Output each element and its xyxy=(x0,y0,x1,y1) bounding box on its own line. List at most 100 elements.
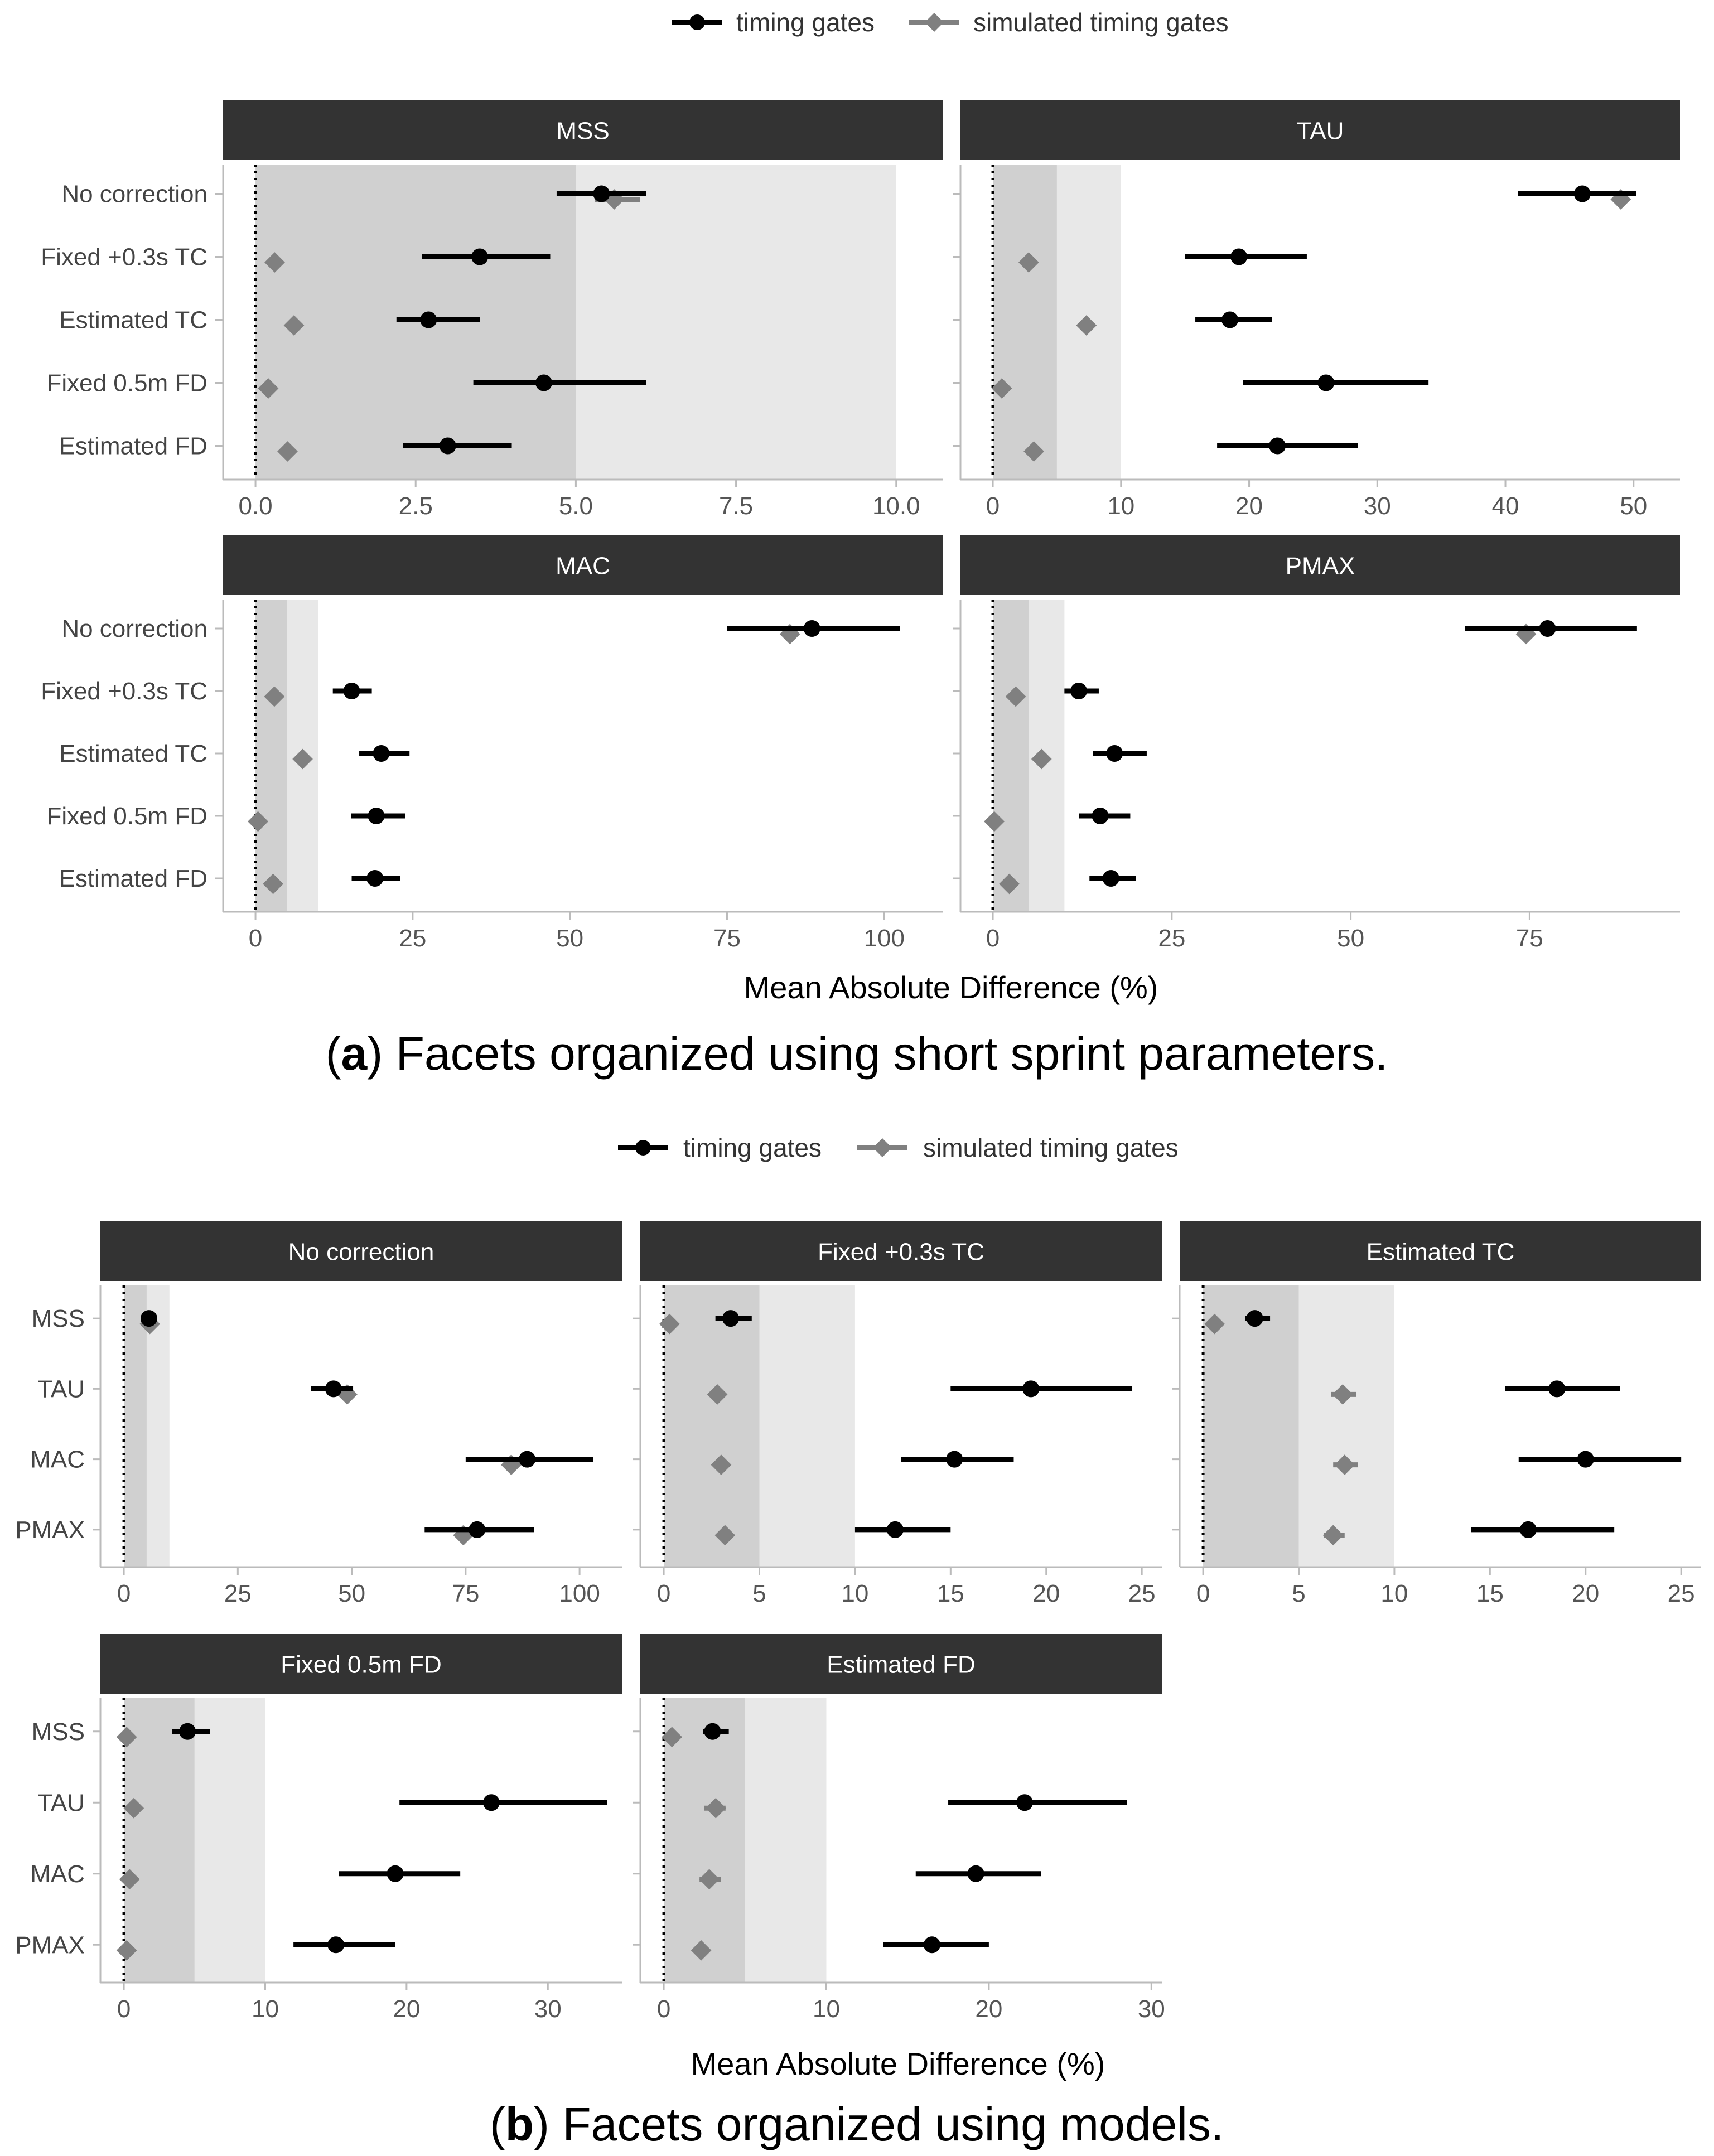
x-tick-label: 25 xyxy=(1668,1580,1695,1607)
caption-b-text: Facets organized using models. xyxy=(549,2098,1224,2150)
facet-tau: TAU 0 10 20 30 40 50 xyxy=(953,100,1680,520)
sim-point xyxy=(711,1454,732,1476)
x-tick-label: 10.0 xyxy=(872,492,920,520)
timing-point xyxy=(1092,808,1109,824)
facet-strip xyxy=(1180,1221,1701,1281)
timing-point xyxy=(1106,745,1123,762)
y-tick-label: MSS xyxy=(32,1305,85,1332)
facet-no-correction: No correction 0 25 50 75 100 MSS TAU MAC PMAX xyxy=(15,1221,622,1607)
timing-point xyxy=(1022,1380,1040,1398)
sim-point xyxy=(277,441,298,462)
x-tick-label: 15 xyxy=(1476,1580,1504,1607)
timing-point xyxy=(1519,1521,1537,1538)
x-tick-label: 0 xyxy=(249,925,262,952)
y-tick-label: MAC xyxy=(30,1860,85,1888)
band-dark xyxy=(664,1698,745,1983)
caption-b-open: ( xyxy=(490,2098,505,2150)
sim-point xyxy=(1031,748,1052,770)
band-light xyxy=(759,1285,855,1567)
timing-point xyxy=(1221,311,1239,328)
band-dark xyxy=(993,600,1029,912)
x-tick-label: 25 xyxy=(224,1580,252,1607)
sim-point xyxy=(263,873,283,895)
caption-a-open: ( xyxy=(326,1027,341,1080)
x-tick-label: 75 xyxy=(452,1580,479,1607)
facet-pmax: PMAX 0 25 50 75 xyxy=(953,535,1680,952)
sim-point xyxy=(1204,1313,1225,1335)
y-tick-label: Fixed +0.3s TC xyxy=(41,678,207,705)
x-tick-label: 10 xyxy=(1380,1580,1408,1607)
facet-title: MSS xyxy=(556,118,609,145)
facet-title: Fixed +0.3s TC xyxy=(818,1239,984,1266)
sim-point xyxy=(258,378,279,399)
sim-point xyxy=(999,873,1020,895)
x-axis-label-a: Mean Absolute Difference (%) xyxy=(744,970,1158,1005)
legend-a-sim-marker xyxy=(925,13,944,32)
x-tick-label: 25 xyxy=(1158,925,1185,952)
facet-strip xyxy=(640,1221,1162,1281)
facet-strip xyxy=(223,100,943,160)
y-tick-label: No correction xyxy=(61,615,207,642)
x-tick-label: 100 xyxy=(864,925,905,952)
x-tick-label: 15 xyxy=(937,1580,964,1607)
timing-point xyxy=(439,437,456,455)
sim-point xyxy=(659,1313,680,1335)
band-dark xyxy=(124,1698,195,1983)
timing-point xyxy=(519,1451,536,1468)
y-tick-label: MSS xyxy=(32,1718,85,1746)
timing-point xyxy=(946,1451,963,1468)
sim-point xyxy=(116,1940,137,1961)
x-tick-label: 20 xyxy=(975,1995,1002,2023)
sim-point xyxy=(662,1727,683,1748)
timing-point xyxy=(179,1723,196,1740)
x-tick-label: 10 xyxy=(252,1995,279,2023)
y-tick-label: Estimated TC xyxy=(59,740,207,767)
x-tick-label: 5 xyxy=(752,1580,766,1607)
y-tick-label: Estimated TC xyxy=(59,307,207,334)
legend-b: timing gates simulated timing gates xyxy=(618,1133,1179,1162)
timing-point xyxy=(1317,374,1335,391)
timing-point xyxy=(535,374,552,391)
timing-point xyxy=(704,1723,721,1740)
timing-point xyxy=(366,870,384,887)
sim-point xyxy=(264,252,285,273)
y-tick-label: PMAX xyxy=(15,1931,85,1959)
facet-strip xyxy=(223,535,943,595)
x-tick-label: 20 xyxy=(1235,492,1263,520)
sim-point xyxy=(984,811,1005,832)
facet-fixed-tc: Fixed +0.3s TC 0 5 10 15 20 25 xyxy=(633,1221,1162,1607)
band-dark xyxy=(993,165,1057,480)
facet-estimated-fd: Estimated FD 0 10 20 30 xyxy=(633,1634,1165,2023)
timing-point xyxy=(1230,248,1248,265)
sim-point xyxy=(248,811,268,832)
x-tick-label: 0 xyxy=(657,1580,670,1607)
sim-point xyxy=(1322,1525,1344,1546)
y-tick-label: Fixed +0.3s TC xyxy=(41,244,207,271)
x-tick-label: 20 xyxy=(1032,1580,1060,1607)
x-tick-label: 30 xyxy=(1138,1995,1165,2023)
facet-title: Estimated FD xyxy=(827,1651,976,1679)
sim-point xyxy=(119,1869,140,1890)
timing-point xyxy=(325,1380,342,1398)
x-tick-label: 50 xyxy=(1337,925,1364,952)
y-tick-label: MAC xyxy=(30,1446,85,1473)
sim-point xyxy=(1076,315,1097,336)
x-tick-label: 0 xyxy=(986,925,1000,952)
caption-b-letter: b xyxy=(505,2098,534,2150)
timing-point xyxy=(1016,1794,1034,1811)
band-light xyxy=(1298,1285,1394,1567)
timing-point xyxy=(1102,870,1119,887)
band-dark xyxy=(124,1285,147,1567)
x-tick-label: 100 xyxy=(559,1580,600,1607)
caption-b: (b) Facets organized using models. xyxy=(490,2098,1224,2150)
x-tick-label: 50 xyxy=(1620,492,1647,520)
caption-a-close: ) xyxy=(367,1027,383,1080)
timing-point xyxy=(803,620,820,637)
x-tick-label: 2.5 xyxy=(399,492,433,520)
x-tick-label: 10 xyxy=(813,1995,840,2023)
facet-mss: MSS 0.0 2.5 5.0 7.5 10.0 No correction Fixed +0… xyxy=(41,100,943,520)
x-tick-label: 20 xyxy=(1572,1580,1599,1607)
timing-point xyxy=(327,1936,345,1954)
x-tick-label: 25 xyxy=(399,925,426,952)
